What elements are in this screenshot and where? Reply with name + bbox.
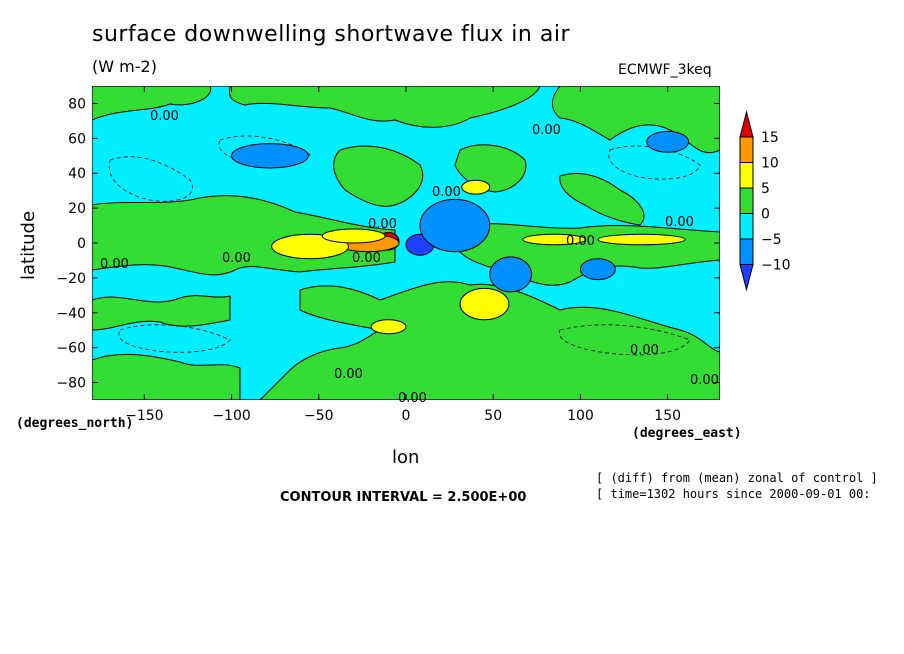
data-region	[489, 256, 533, 293]
y-tick-label: −80	[56, 376, 86, 392]
colorbar-label: 0	[761, 207, 770, 223]
data-region	[419, 198, 491, 253]
x-tick-label: 50	[484, 408, 502, 424]
colorbar-swatch	[739, 136, 754, 163]
contour-label: 0.00	[690, 373, 719, 388]
y-tick-label: 20	[68, 201, 86, 217]
colorbar-label: −10	[761, 258, 791, 274]
data-regions	[231, 130, 690, 335]
x-tick-label: −100	[212, 408, 250, 424]
data-region	[321, 228, 386, 244]
contour-label: 0.00	[566, 234, 595, 249]
colorbar-swatch	[739, 238, 754, 265]
colorbar-legend: 15 10 5 0 −5 −10	[739, 110, 791, 292]
y-tick-label: 80	[68, 96, 86, 112]
chart-units: (W m-2)	[92, 57, 157, 76]
x-tick-label: −50	[304, 408, 334, 424]
colorbar-label: 15	[761, 130, 779, 146]
colorbar-label: 10	[761, 156, 779, 172]
data-region	[522, 233, 587, 246]
y-tick-label: 0	[77, 236, 86, 252]
x-tick-label: 100	[567, 408, 594, 424]
colorbar-swatch	[739, 264, 754, 292]
colorbar-label: 5	[761, 181, 770, 197]
x-unit-label: (degrees_east)	[632, 426, 742, 441]
colorbar-swatch	[739, 213, 754, 240]
contour-label: 0.00	[398, 391, 427, 406]
y-tick-label: −20	[56, 271, 86, 287]
chart-title: surface downwelling shortwave flux in ai…	[92, 22, 570, 47]
y-tick-label: 40	[68, 166, 86, 182]
contour-label: 0.00	[532, 123, 561, 138]
model-label: ECMWF_3keq	[618, 62, 712, 78]
y-tick-label: −40	[56, 306, 86, 322]
data-region	[646, 130, 690, 153]
data-region	[597, 233, 686, 246]
x-tick-label: 150	[654, 408, 681, 424]
contour-labels: 0.00 0.00 0.00 0.00 0.00 0.00 0.00 0.00 …	[100, 109, 719, 406]
contour-label: 0.00	[352, 251, 381, 266]
y-tick-label: 60	[68, 131, 86, 147]
contour-label: 0.00	[150, 109, 179, 124]
y-tick-label: −60	[56, 341, 86, 357]
colorbar-swatch	[739, 110, 754, 138]
x-tick-label: −150	[125, 408, 163, 424]
y-axis-ticks: 80 60 40 20 0 −20 −40 −60 −80	[56, 96, 720, 392]
y-axis-label: latitude	[18, 210, 39, 280]
contour-interval-text: CONTOUR INTERVAL = 2.500E+00	[280, 490, 527, 505]
x-axis-ticks: −150 −100 −50 0 50 100 150	[125, 86, 681, 424]
contour-label: 0.00	[334, 367, 363, 382]
data-region	[370, 319, 407, 335]
colorbar-swatch	[739, 187, 754, 214]
contour-label: 0.00	[665, 215, 694, 230]
contour-label: 0.00	[368, 217, 397, 232]
note-line-1: [ (diff) from (mean) zonal of control ]	[596, 471, 878, 485]
contour-label: 0.00	[432, 185, 461, 200]
note-line-2: [ time=1302 hours since 2000-09-01 00:	[596, 487, 871, 501]
data-region	[579, 258, 616, 281]
colorbar-label: −5	[761, 232, 782, 248]
data-region	[461, 179, 491, 195]
x-axis-label: lon	[392, 447, 420, 468]
data-region	[231, 143, 309, 169]
y-unit-label: (degrees_north)	[16, 416, 134, 431]
data-region	[459, 287, 510, 321]
contour-label: 0.00	[630, 343, 659, 358]
colorbar-swatch	[739, 162, 754, 189]
x-tick-label: 0	[402, 408, 411, 424]
contour-label: 0.00	[100, 257, 129, 272]
contour-label: 0.00	[222, 251, 251, 266]
